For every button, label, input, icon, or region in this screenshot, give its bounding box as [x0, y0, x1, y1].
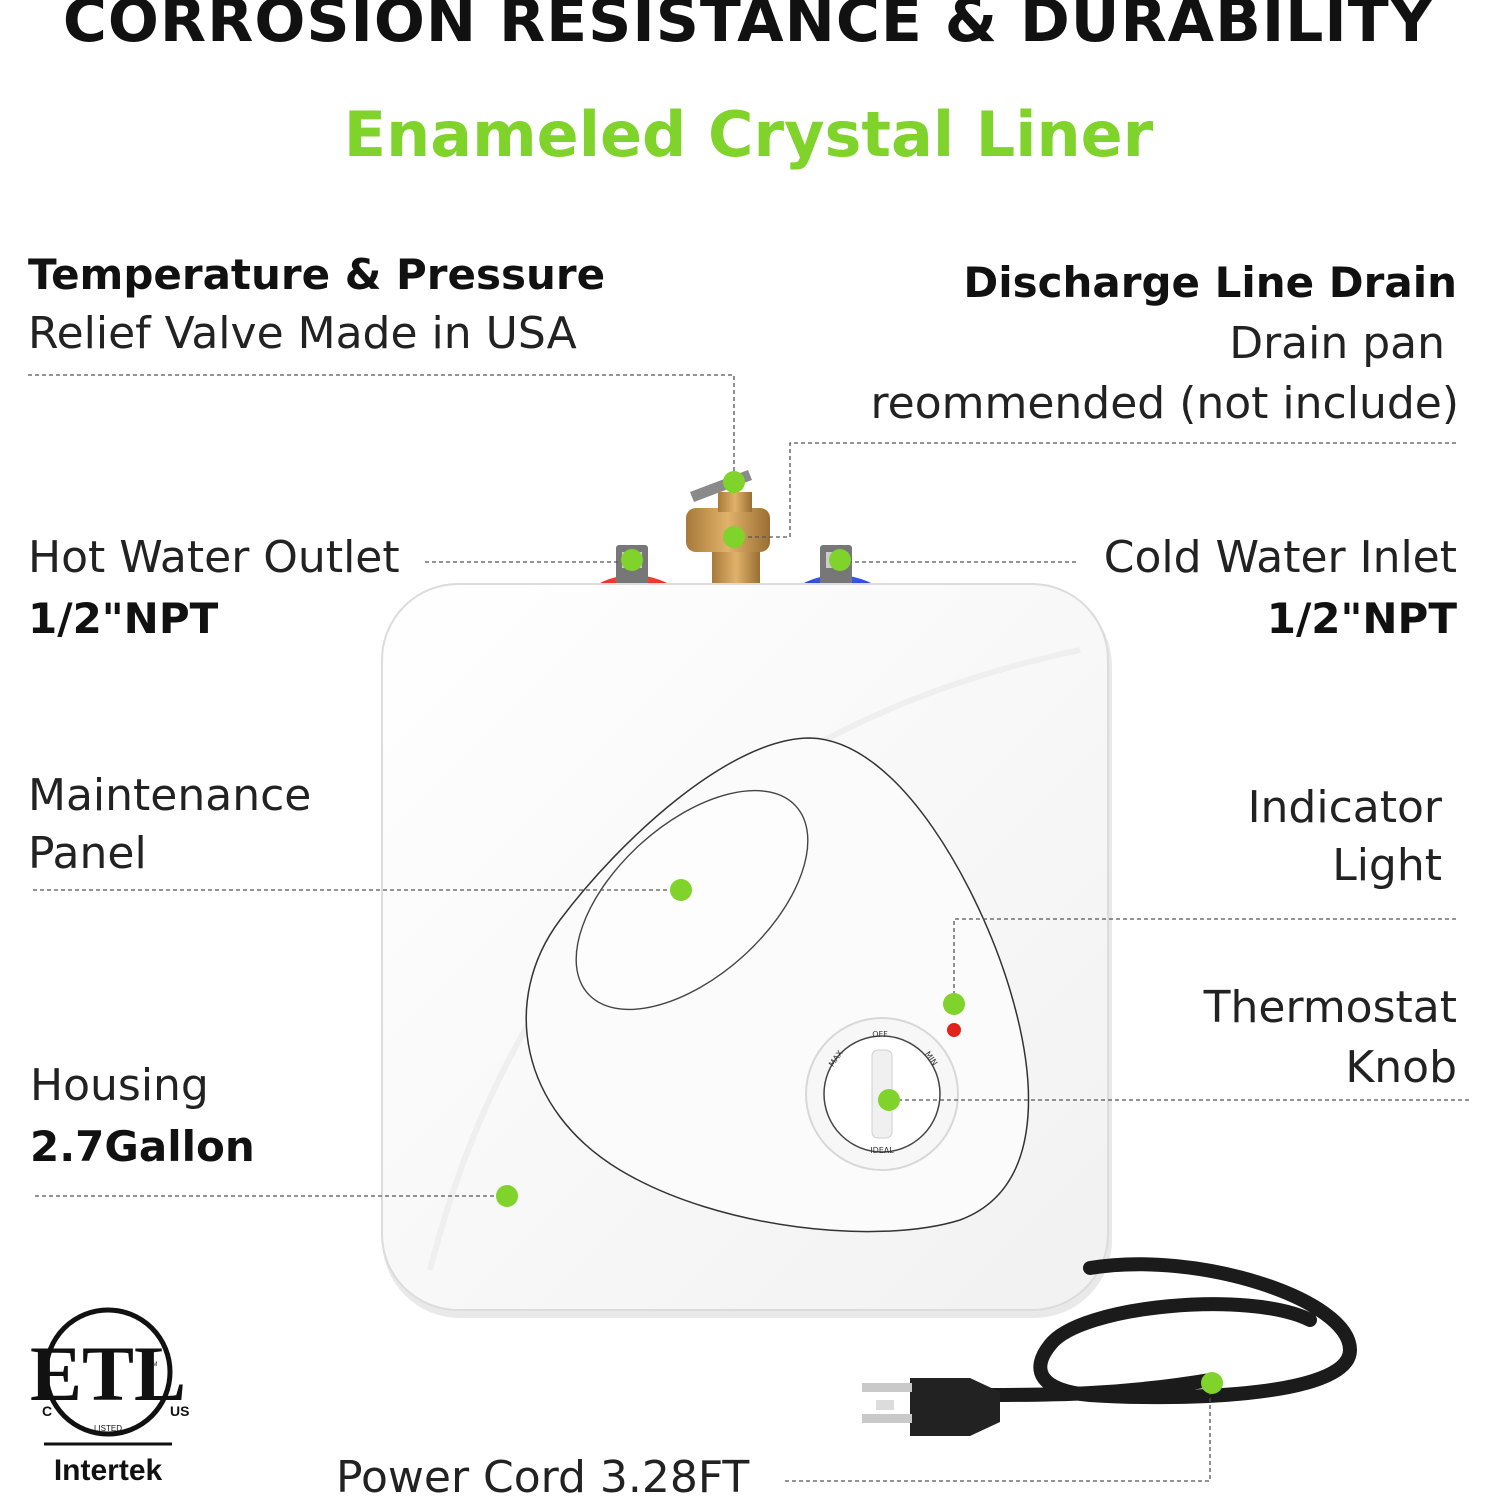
relief-valve [686, 470, 770, 590]
power-cord-label: Power Cord 3.28FT [336, 1452, 750, 1503]
discharge-label: Discharge Line Drain [963, 258, 1457, 307]
discharge-desc-line1: Drain pan [1229, 318, 1445, 369]
marker-relief-valve [723, 471, 745, 493]
indicator-light [947, 1023, 961, 1037]
marker-maintenance [670, 879, 692, 901]
svg-text:CM: CM [148, 1362, 157, 1368]
marker-discharge [723, 526, 745, 548]
indicator-label-line2: Light [1332, 840, 1442, 891]
marker-hot-outlet [621, 549, 643, 571]
svg-text:C: C [42, 1403, 52, 1419]
svg-text:US: US [170, 1403, 189, 1419]
callout-markers [496, 471, 1223, 1394]
leader-lines [28, 374, 1469, 1482]
maintenance-label-line1: Maintenance [28, 770, 312, 821]
thermostat-label-line2: Knob [1345, 1042, 1457, 1093]
etl-certification-logo: ETL C US LISTED CM Intertek [30, 1307, 189, 1487]
relief-valve-desc: Relief Valve Made in USA [28, 308, 577, 359]
cold-inlet-label: Cold Water Inlet [1103, 532, 1457, 583]
intertek-brand: Intertek [54, 1454, 163, 1487]
discharge-desc-line2: reommended (not include) [870, 378, 1460, 429]
housing-capacity: 2.7Gallon [30, 1122, 255, 1171]
knob-ideal-label: IDEAL [870, 1146, 894, 1155]
marker-thermostat [878, 1089, 900, 1111]
marker-power-cord [1201, 1372, 1223, 1394]
svg-text:LISTED: LISTED [94, 1424, 122, 1433]
hot-outlet-label: Hot Water Outlet [28, 532, 400, 583]
knob-off-label: OFF [872, 1030, 888, 1039]
maintenance-panel [575, 789, 809, 1011]
marker-indicator [943, 993, 965, 1015]
housing-label: Housing [30, 1060, 209, 1111]
relief-valve-label: Temperature & Pressure [28, 250, 606, 299]
indicator-label-line1: Indicator [1247, 782, 1442, 833]
cold-inlet-size: 1/2"NPT [1266, 594, 1457, 643]
page-subtitle: Enameled Crystal Liner [343, 98, 1154, 171]
hot-outlet-size: 1/2"NPT [28, 594, 219, 643]
maintenance-label-line2: Panel [28, 828, 147, 879]
power-cord [862, 1257, 1358, 1436]
page-title: CORROSION RESISTANCE & DURABILITY [62, 0, 1435, 56]
marker-housing [496, 1185, 518, 1207]
thermostat-label-line1: Thermostat [1203, 982, 1457, 1033]
etl-mark-text: ETL [30, 1330, 186, 1417]
marker-cold-inlet [829, 549, 851, 571]
